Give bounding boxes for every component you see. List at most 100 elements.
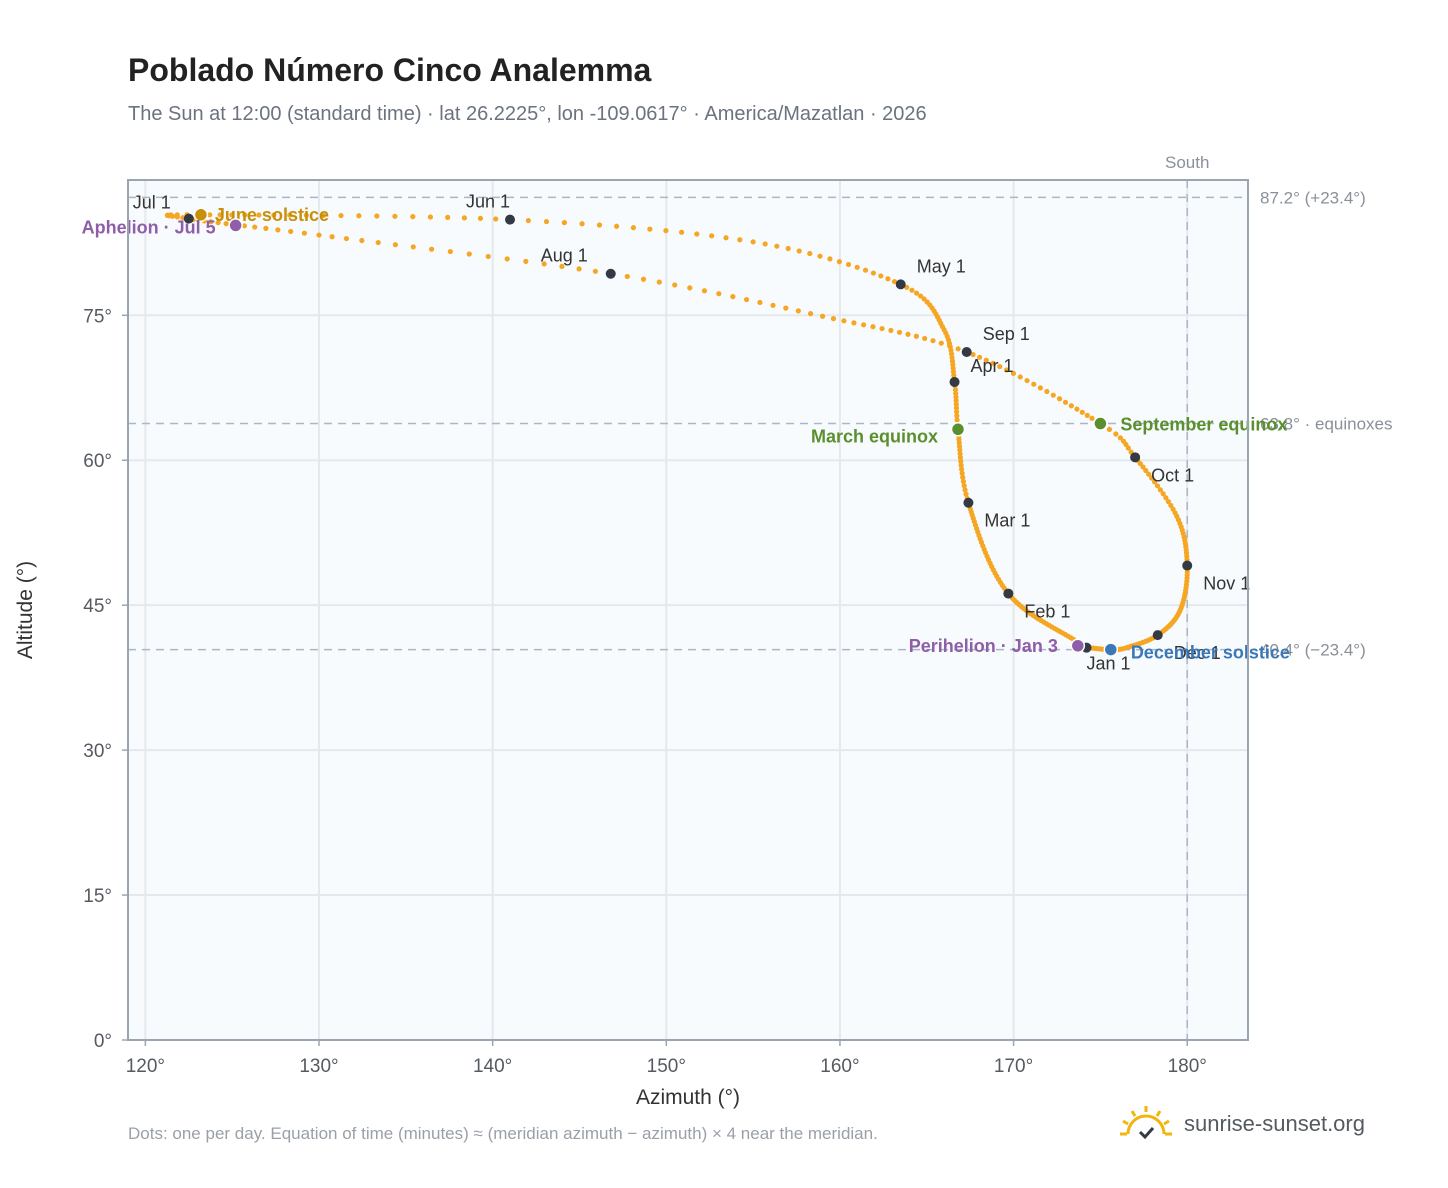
day-dot <box>1149 475 1155 481</box>
day-dot <box>1163 495 1169 501</box>
day-dot <box>796 248 802 254</box>
day-dot <box>1031 381 1037 387</box>
x-tick-label: 140° <box>473 1056 512 1077</box>
day-dot <box>870 270 876 276</box>
day-dot <box>1106 426 1113 432</box>
day-dot <box>1113 431 1119 437</box>
day-dot <box>913 290 920 296</box>
day-dot <box>1157 487 1163 493</box>
day-dot <box>774 243 780 249</box>
day-dot <box>870 324 876 330</box>
y-tick-label: 30° <box>83 741 112 762</box>
day-dot <box>329 234 335 240</box>
event-marker <box>950 422 966 437</box>
day-dot <box>913 333 919 339</box>
y-tick-label: 75° <box>83 306 112 327</box>
day-dot <box>493 216 499 222</box>
month-marker-label: Mar 1 <box>984 511 1030 531</box>
day-dot <box>576 266 582 272</box>
month-marker-label: Jun 1 <box>466 192 510 212</box>
day-dot <box>1024 377 1030 384</box>
brand[interactable]: sunrise-sunset.org <box>1120 1102 1365 1146</box>
day-dot <box>656 279 662 285</box>
month-marker-label: Jan 1 <box>1087 654 1131 674</box>
day-dot <box>762 241 768 247</box>
day-dot <box>672 282 678 288</box>
day-dot <box>817 253 823 259</box>
day-dot <box>624 273 630 280</box>
day-dot <box>836 259 842 265</box>
x-axis-label: Azimuth (°) <box>636 1086 740 1109</box>
reference-line-label: 63.8° · equinoxes <box>1260 415 1393 434</box>
day-dot <box>783 305 789 311</box>
event-label: June solstice <box>215 205 329 225</box>
day-dot <box>215 220 221 226</box>
day-dot <box>374 213 380 219</box>
month-marker-label: Apr 1 <box>971 356 1014 376</box>
month-marker-label: Oct 1 <box>1151 465 1194 485</box>
day-dot <box>1089 415 1095 421</box>
day-dot <box>730 294 736 300</box>
event-marker <box>1070 638 1086 654</box>
day-dot <box>207 212 213 218</box>
day-dot <box>878 273 884 279</box>
day-dot <box>170 213 176 219</box>
day-dot <box>447 248 453 255</box>
day-dot <box>1074 406 1080 412</box>
day-dot <box>504 256 510 262</box>
day-dot <box>743 296 750 303</box>
month-markers: Jan 1 Feb 1 Mar 1 Apr 1 May 1 Jun 1 Jul 1 Aug 1… <box>133 192 1250 674</box>
x-tick-label: 160° <box>820 1056 859 1077</box>
event-marker <box>1093 416 1108 431</box>
day-dot <box>959 466 965 472</box>
day-dot <box>1079 409 1085 415</box>
month-marker-label: Dec 1 <box>1174 643 1221 663</box>
day-dot <box>841 318 847 324</box>
month-marker <box>505 214 516 225</box>
day-dot <box>723 235 729 241</box>
day-dot <box>242 212 248 218</box>
day-dot <box>288 228 294 235</box>
day-dot <box>909 287 915 293</box>
day-dot <box>1056 396 1063 402</box>
day-dot <box>1143 467 1149 474</box>
day-dot <box>1010 370 1017 377</box>
event-marker <box>193 207 209 223</box>
day-dot <box>922 335 928 342</box>
day-dot <box>827 256 833 262</box>
day-dot <box>392 213 398 219</box>
day-dot <box>445 214 451 220</box>
day-dot <box>663 228 669 234</box>
y-tick-label: 15° <box>83 886 112 907</box>
x-tick-label: 120° <box>126 1056 165 1077</box>
day-dot <box>525 217 531 224</box>
meridian-label: South <box>1165 153 1209 172</box>
day-dot <box>701 288 708 294</box>
day-dot <box>679 229 685 235</box>
day-dot <box>947 343 953 349</box>
day-dot <box>888 327 894 334</box>
x-tick-label: 170° <box>994 1056 1033 1077</box>
day-dot <box>1146 471 1152 477</box>
day-dot <box>301 230 307 236</box>
x-tick-label: 180° <box>1168 1056 1207 1077</box>
month-marker <box>949 376 960 387</box>
day-dot <box>252 224 258 230</box>
day-dot <box>958 462 964 468</box>
day-dot <box>955 346 961 352</box>
event-label: Perihelion · Jan 3 <box>909 636 1058 656</box>
x-tick-label: 150° <box>647 1056 686 1077</box>
axis-ticks: 120° 130° 140° 150° 160° 170° 180° 0° 15° 30° 45° 6… <box>83 306 1207 1077</box>
event-marker <box>1103 642 1119 657</box>
day-dot <box>959 470 965 476</box>
day-dot <box>303 212 309 218</box>
day-dot <box>954 413 960 419</box>
day-dot <box>287 212 293 218</box>
day-dot <box>896 329 903 335</box>
month-marker-label: Nov 1 <box>1203 574 1250 594</box>
month-marker <box>963 497 974 508</box>
day-dot <box>990 360 996 366</box>
day-dot <box>466 251 472 257</box>
chart-title: Poblado Número Cinco Analemma <box>128 52 652 88</box>
